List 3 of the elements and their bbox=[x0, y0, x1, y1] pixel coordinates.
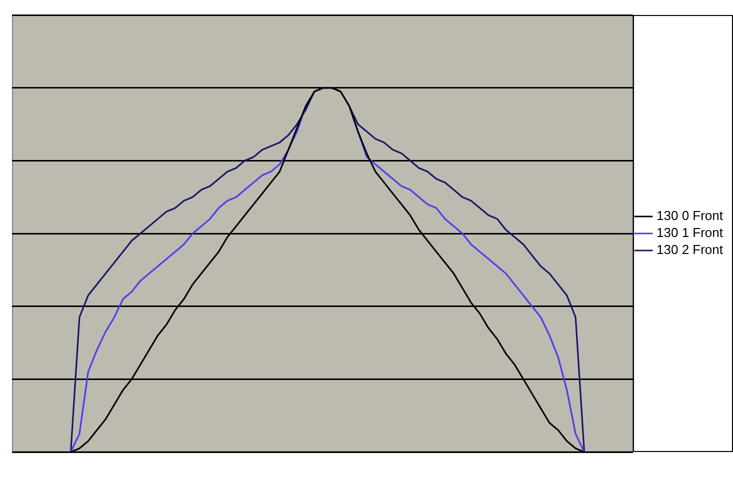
legend-label: 130 2 Front bbox=[656, 242, 724, 258]
legend-label: 130 1 Front bbox=[656, 225, 724, 240]
legend-label: 130 0 Front bbox=[656, 208, 724, 224]
